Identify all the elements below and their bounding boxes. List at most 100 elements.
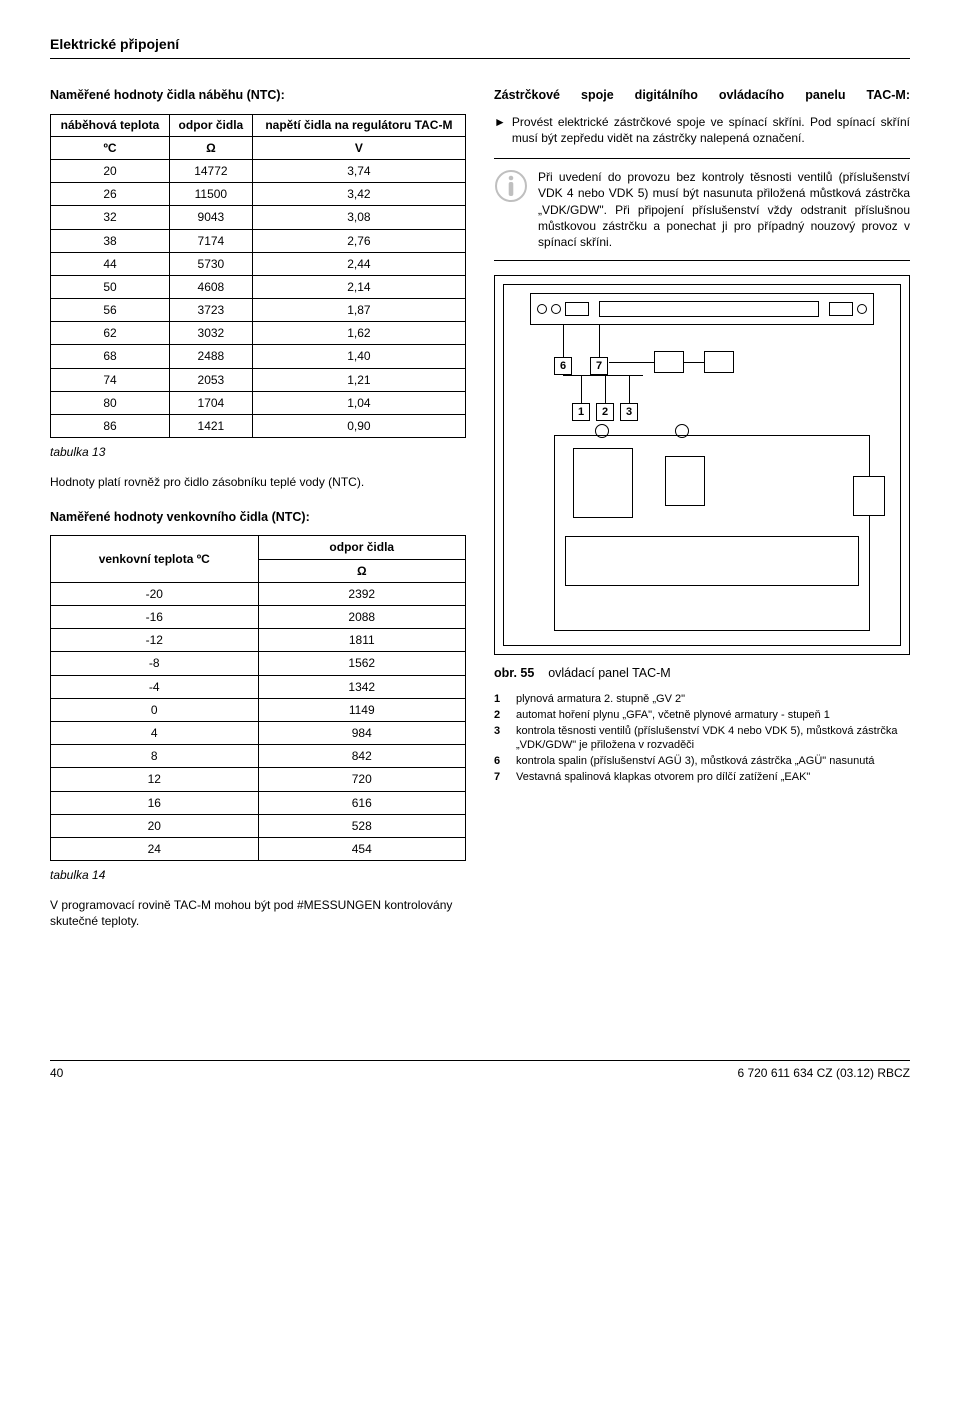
table-cell: 2053 bbox=[170, 368, 253, 391]
wire-icon bbox=[605, 375, 606, 403]
table-row: -121811 bbox=[51, 629, 466, 652]
left-subheading-1: Naměřené hodnoty čidla náběhu (NTC): bbox=[50, 87, 466, 104]
figure-caption: obr. 55 ovládací panel TAC-M bbox=[494, 665, 910, 682]
table-cell: 16 bbox=[51, 791, 259, 814]
table-row: 20147723,74 bbox=[51, 159, 466, 182]
table-cell: 11500 bbox=[170, 183, 253, 206]
control-panel bbox=[530, 293, 874, 325]
footer-page-number: 40 bbox=[50, 1065, 63, 1081]
t2-h2: odpor čidla bbox=[258, 536, 466, 559]
legend-row: 2automat hoření plynu „GFA", včetně plyn… bbox=[494, 708, 910, 723]
table-cell: 2,44 bbox=[252, 252, 465, 275]
table-row: 24454 bbox=[51, 837, 466, 860]
boiler-part-icon bbox=[665, 456, 705, 506]
table-row: 20528 bbox=[51, 814, 466, 837]
table-cell: 3,74 bbox=[252, 159, 465, 182]
table-row: 01149 bbox=[51, 698, 466, 721]
wire-icon bbox=[629, 375, 630, 403]
table-cell: 20 bbox=[51, 814, 259, 837]
table-cell: 3,42 bbox=[252, 183, 465, 206]
bullet-marker-icon: ► bbox=[494, 114, 506, 146]
table-row: 5637231,87 bbox=[51, 299, 466, 322]
panel-slot-icon bbox=[829, 302, 853, 316]
t1-h2: odpor čidla bbox=[170, 114, 253, 136]
legend-number: 6 bbox=[494, 754, 506, 769]
table-cell: 74 bbox=[51, 368, 170, 391]
wire-icon bbox=[609, 362, 654, 363]
table-cell: 2,14 bbox=[252, 275, 465, 298]
left-subheading-2: Naměřené hodnoty venkovního čidla (NTC): bbox=[50, 509, 466, 526]
diagram-inner: 6 7 1 2 3 bbox=[503, 284, 901, 646]
table-1: náběhová teplota odpor čidla napětí čidl… bbox=[50, 114, 466, 438]
table-cell: 2392 bbox=[258, 582, 466, 605]
table-cell: 5730 bbox=[170, 252, 253, 275]
table-cell: 3,08 bbox=[252, 206, 465, 229]
t1-h1: náběhová teplota bbox=[51, 114, 170, 136]
table-cell: 20 bbox=[51, 159, 170, 182]
table-row: 5046082,14 bbox=[51, 275, 466, 298]
table-cell: 1704 bbox=[170, 391, 253, 414]
legend-row: 1plynová armatura 2. stupně „GV 2" bbox=[494, 692, 910, 707]
wire-icon bbox=[581, 375, 582, 403]
table1-caption: tabulka 13 bbox=[50, 444, 466, 460]
left-footnote: V programovací rovině TAC-M mohou být po… bbox=[50, 897, 466, 929]
table-cell: 26 bbox=[51, 183, 170, 206]
table-cell: 1342 bbox=[258, 675, 466, 698]
badge-3: 3 bbox=[620, 403, 638, 421]
table-row: 4457302,44 bbox=[51, 252, 466, 275]
pipe-connector-icon bbox=[595, 424, 609, 438]
boiler-part-icon bbox=[573, 448, 633, 518]
table2-caption: tabulka 14 bbox=[50, 867, 466, 883]
table-cell: -16 bbox=[51, 606, 259, 629]
table-row: -202392 bbox=[51, 582, 466, 605]
table-cell: 9043 bbox=[170, 206, 253, 229]
legend-row: 3kontrola těsnosti ventilů (příslušenstv… bbox=[494, 724, 910, 754]
table-cell: -12 bbox=[51, 629, 259, 652]
table-cell: 4608 bbox=[170, 275, 253, 298]
table-cell: 0 bbox=[51, 698, 259, 721]
badge-7: 7 bbox=[590, 357, 608, 375]
table-row: 8017041,04 bbox=[51, 391, 466, 414]
legend-text: kontrola těsnosti ventilů (příslušenství… bbox=[516, 724, 910, 754]
panel-knob-icon bbox=[537, 304, 547, 314]
right-title: Zástrčkové spoje digitálního ovládacího … bbox=[494, 87, 910, 104]
table-row: 3871742,76 bbox=[51, 229, 466, 252]
legend-number: 1 bbox=[494, 692, 506, 707]
boiler-base-icon bbox=[565, 536, 859, 586]
diagram: 6 7 1 2 3 bbox=[494, 275, 910, 655]
table-row: 16616 bbox=[51, 791, 466, 814]
t2-u2: Ω bbox=[258, 559, 466, 582]
table-cell: 842 bbox=[258, 745, 466, 768]
table-row: -41342 bbox=[51, 675, 466, 698]
badge-6: 6 bbox=[554, 357, 572, 375]
table-cell: 984 bbox=[258, 721, 466, 744]
table-cell: 528 bbox=[258, 814, 466, 837]
table-cell: 616 bbox=[258, 791, 466, 814]
legend-number: 2 bbox=[494, 708, 506, 723]
table-cell: 86 bbox=[51, 415, 170, 438]
bullet-text: Provést elektrické zástrčkové spoje ve s… bbox=[512, 114, 910, 146]
legend-text: Vestavná spalinová klapkas otvorem pro d… bbox=[516, 770, 910, 785]
table-cell: 3032 bbox=[170, 322, 253, 345]
figure-label: obr. 55 bbox=[494, 666, 534, 680]
table-cell: 8 bbox=[51, 745, 259, 768]
wire-icon bbox=[563, 325, 564, 357]
info-text: Při uvedení do provozu bez kontroly těsn… bbox=[538, 169, 910, 250]
table-cell: 3723 bbox=[170, 299, 253, 322]
connector-box-icon bbox=[704, 351, 734, 373]
table-cell: 38 bbox=[51, 229, 170, 252]
info-icon bbox=[494, 169, 528, 203]
wire-icon bbox=[599, 325, 600, 357]
pipe-connector-icon bbox=[675, 424, 689, 438]
content-columns: Naměřené hodnoty čidla náběhu (NTC): náb… bbox=[50, 87, 910, 930]
table-cell: 24 bbox=[51, 837, 259, 860]
table-cell: 454 bbox=[258, 837, 466, 860]
table-row: -81562 bbox=[51, 652, 466, 675]
table-cell: 1,87 bbox=[252, 299, 465, 322]
table-row: 8614210,90 bbox=[51, 415, 466, 438]
t1-u1: ºC bbox=[51, 136, 170, 159]
wire-icon bbox=[563, 375, 643, 376]
table-cell: 2,76 bbox=[252, 229, 465, 252]
table-row: -162088 bbox=[51, 606, 466, 629]
t2-h1: venkovní teplota ºC bbox=[51, 536, 259, 582]
